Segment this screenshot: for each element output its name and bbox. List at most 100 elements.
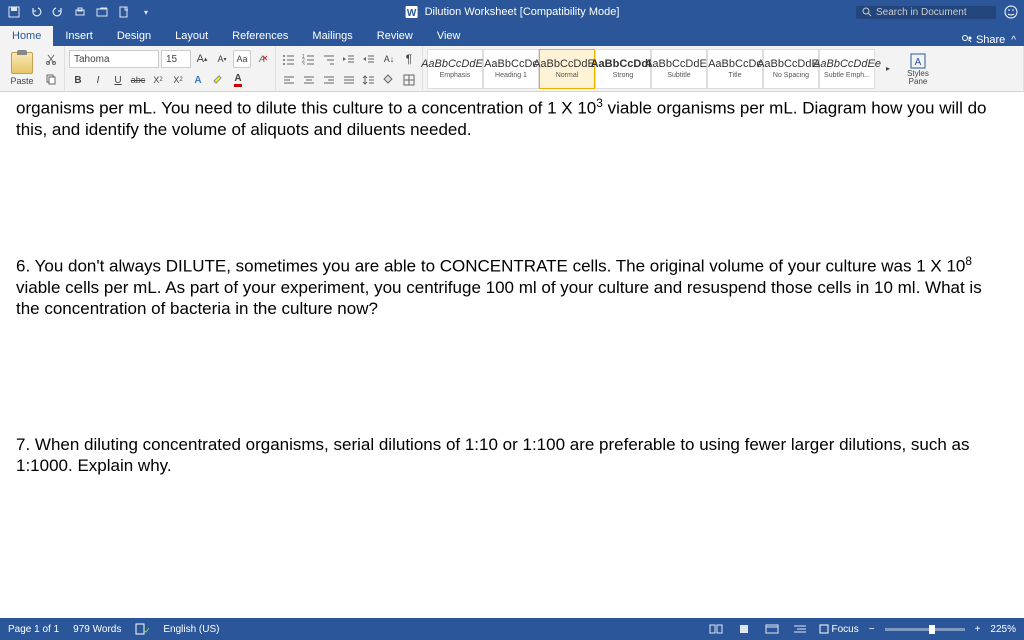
decrease-indent-icon[interactable] bbox=[340, 50, 358, 68]
style-subtle-emph[interactable]: AaBbCcDdEeSubtle Emph... bbox=[819, 49, 875, 89]
focus-button[interactable]: Focus bbox=[819, 624, 859, 635]
text-effects-icon[interactable]: A bbox=[189, 71, 207, 89]
language-indicator[interactable]: English (US) bbox=[163, 624, 219, 635]
repeat-icon[interactable] bbox=[50, 4, 66, 20]
style-subtitle[interactable]: AaBbCcDdEeSubtitle bbox=[651, 49, 707, 89]
change-case-icon[interactable]: Aa bbox=[233, 50, 251, 68]
tab-mailings[interactable]: Mailings bbox=[300, 26, 364, 46]
clear-formatting-icon[interactable]: A bbox=[253, 50, 271, 68]
save-icon[interactable] bbox=[6, 4, 22, 20]
sort-icon[interactable]: A↓ bbox=[380, 50, 398, 68]
borders-icon[interactable] bbox=[400, 71, 418, 89]
document-body[interactable]: organisms per mL. You need to dilute thi… bbox=[0, 92, 1024, 618]
tab-layout[interactable]: Layout bbox=[163, 26, 220, 46]
new-icon[interactable] bbox=[116, 4, 132, 20]
share-button[interactable]: Share bbox=[961, 34, 1005, 46]
paragraph-5-cont: organisms per mL. You need to dilute thi… bbox=[16, 96, 1008, 140]
tab-home[interactable]: Home bbox=[0, 26, 53, 46]
word-icon: W bbox=[405, 5, 419, 19]
font-color-icon[interactable]: A bbox=[229, 71, 247, 89]
read-mode-icon[interactable] bbox=[707, 622, 725, 636]
clipboard-group: Paste bbox=[0, 46, 65, 91]
svg-text:A: A bbox=[915, 57, 922, 68]
page-indicator[interactable]: Page 1 of 1 bbox=[8, 624, 59, 635]
italic-icon[interactable]: I bbox=[89, 71, 107, 89]
styles-pane-button[interactable]: A Styles Pane bbox=[899, 52, 937, 86]
superscript-icon[interactable]: X2 bbox=[169, 71, 187, 89]
ribbon-tabs: Home Insert Design Layout References Mai… bbox=[0, 24, 1024, 46]
paste-button[interactable]: Paste bbox=[4, 48, 40, 90]
paragraph-7: 7. When diluting concentrated organisms,… bbox=[16, 434, 1008, 477]
title-center: W Dilution Worksheet [Compatibility Mode… bbox=[405, 5, 620, 19]
paragraph-group: 123 A↓ ¶ bbox=[276, 46, 423, 91]
align-center-icon[interactable] bbox=[300, 71, 318, 89]
shrink-font-icon[interactable]: A▾ bbox=[213, 50, 231, 68]
tab-references[interactable]: References bbox=[220, 26, 300, 46]
line-spacing-icon[interactable] bbox=[360, 71, 378, 89]
style-strong[interactable]: AaBbCcDdEStrong bbox=[595, 49, 651, 89]
style-emphasis[interactable]: AaBbCcDdEeEmphasis bbox=[427, 49, 483, 89]
bold-icon[interactable]: B bbox=[69, 71, 87, 89]
qat-dropdown-icon[interactable]: ▾ bbox=[138, 4, 154, 20]
increase-indent-icon[interactable] bbox=[360, 50, 378, 68]
style-scroll-icon[interactable]: ▸ bbox=[879, 60, 897, 78]
undo-icon[interactable] bbox=[28, 4, 44, 20]
open-icon[interactable] bbox=[94, 4, 110, 20]
highlight-icon[interactable] bbox=[209, 71, 227, 89]
search-box[interactable]: Search in Document bbox=[856, 6, 996, 19]
font-name-select[interactable]: Tahoma bbox=[69, 50, 159, 68]
styles-group: AaBbCcDdEeEmphasis AaBbCcDcHeading 1 AaB… bbox=[423, 46, 1024, 91]
print-icon[interactable] bbox=[72, 4, 88, 20]
align-right-icon[interactable] bbox=[320, 71, 338, 89]
multilevel-icon[interactable] bbox=[320, 50, 338, 68]
document-title: Dilution Worksheet [Compatibility Mode] bbox=[425, 6, 620, 18]
font-size-select[interactable]: 15 bbox=[161, 50, 191, 68]
subscript-icon[interactable]: X2 bbox=[149, 71, 167, 89]
align-left-icon[interactable] bbox=[280, 71, 298, 89]
grow-font-icon[interactable]: A▴ bbox=[193, 50, 211, 68]
underline-icon[interactable]: U bbox=[109, 71, 127, 89]
tab-insert[interactable]: Insert bbox=[53, 26, 105, 46]
zoom-thumb[interactable] bbox=[929, 625, 935, 634]
tab-review[interactable]: Review bbox=[365, 26, 425, 46]
zoom-out-icon[interactable]: − bbox=[869, 624, 875, 635]
print-layout-icon[interactable] bbox=[735, 622, 753, 636]
gap bbox=[16, 324, 1008, 434]
collapse-ribbon-icon[interactable]: ^ bbox=[1011, 35, 1016, 46]
cut-icon[interactable] bbox=[42, 50, 60, 68]
svg-text:3: 3 bbox=[302, 62, 305, 65]
shading-icon[interactable] bbox=[380, 71, 398, 89]
font-group: Tahoma 15 A▴ A▾ Aa A B I U abc X2 X2 A A bbox=[65, 46, 276, 91]
zoom-in-icon[interactable]: + bbox=[975, 624, 981, 635]
show-marks-icon[interactable]: ¶ bbox=[400, 50, 418, 68]
tabs-right: Share ^ bbox=[961, 34, 1024, 46]
style-normal[interactable]: AaBbCcDdEeNormal bbox=[539, 49, 595, 89]
numbering-icon[interactable]: 123 bbox=[300, 50, 318, 68]
tab-view[interactable]: View bbox=[425, 26, 473, 46]
style-nospacing[interactable]: AaBbCcDdEeNo Spacing bbox=[763, 49, 819, 89]
style-title[interactable]: AaBbCcDcTitle bbox=[707, 49, 763, 89]
outline-icon[interactable] bbox=[791, 622, 809, 636]
styles-pane-icon: A bbox=[909, 52, 927, 70]
search-icon bbox=[862, 7, 872, 17]
style-heading1[interactable]: AaBbCcDcHeading 1 bbox=[483, 49, 539, 89]
word-count[interactable]: 979 Words bbox=[73, 624, 121, 635]
paragraph-6: 6. You don't always DILUTE, sometimes yo… bbox=[16, 254, 1008, 319]
svg-text:W: W bbox=[407, 8, 417, 19]
gap bbox=[16, 144, 1008, 254]
title-right: Search in Document bbox=[856, 5, 1018, 19]
bullets-icon[interactable] bbox=[280, 50, 298, 68]
clipboard-icon bbox=[11, 52, 33, 74]
tab-design[interactable]: Design bbox=[105, 26, 163, 46]
copy-icon[interactable] bbox=[42, 70, 60, 88]
web-layout-icon[interactable] bbox=[763, 622, 781, 636]
ribbon: Paste Tahoma 15 A▴ A▾ Aa A B I U abc X2 … bbox=[0, 46, 1024, 92]
justify-icon[interactable] bbox=[340, 71, 358, 89]
status-bar: Page 1 of 1 979 Words English (US) Focus… bbox=[0, 618, 1024, 640]
zoom-slider[interactable] bbox=[885, 628, 965, 631]
zoom-level[interactable]: 225% bbox=[990, 624, 1016, 635]
style-gallery: AaBbCcDdEeEmphasis AaBbCcDcHeading 1 AaB… bbox=[427, 49, 875, 89]
smiley-icon[interactable] bbox=[1004, 5, 1018, 19]
strike-icon[interactable]: abc bbox=[129, 71, 147, 89]
spellcheck-icon[interactable] bbox=[135, 623, 149, 635]
